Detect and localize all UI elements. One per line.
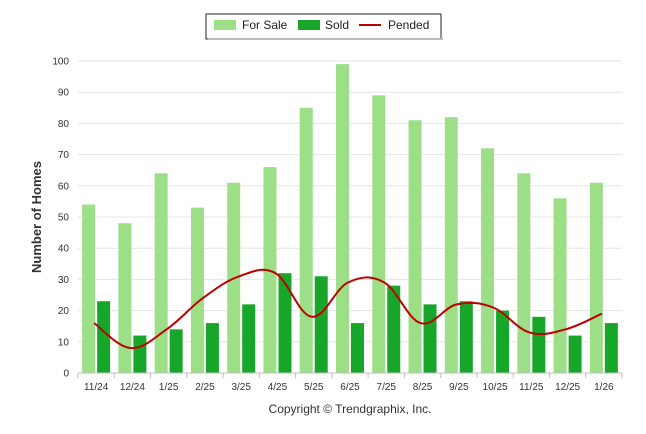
bar-for-sale — [589, 182, 603, 373]
y-tick-label: 60 — [58, 181, 70, 192]
legend: For Sale Sold Pended — [205, 13, 443, 40]
x-tick-label: 8/25 — [413, 382, 433, 393]
bar-for-sale — [553, 198, 567, 373]
x-tick-label: 1/25 — [159, 382, 179, 393]
x-tick-label: 10/25 — [483, 382, 508, 393]
bar-sold — [423, 304, 437, 373]
legend-label-sold: Sold — [325, 18, 349, 32]
bars — [82, 64, 618, 374]
bar-sold — [532, 316, 546, 373]
bar-sold — [169, 329, 183, 373]
legend-label-for-sale: For Sale — [242, 18, 288, 32]
bar-sold — [314, 276, 328, 373]
y-tick-label: 100 — [52, 57, 69, 68]
x-tick-label: 6/25 — [340, 382, 360, 393]
bar-for-sale — [336, 64, 349, 374]
y-tick-label: 40 — [58, 244, 70, 255]
bar-for-sale — [154, 173, 168, 373]
x-axis-ticks: 11/24 12/24 1/25 2/25 3/25 4/25 5/25 6/25 7/25 8/… — [77, 373, 623, 393]
y-tick-label: 80 — [58, 119, 70, 130]
x-tick-label: 1/26 — [594, 382, 614, 393]
x-tick-label: 9/25 — [449, 382, 469, 393]
x-tick-label: 11/24 — [84, 382, 109, 393]
x-tick-label: 5/25 — [304, 382, 324, 393]
bar-sold — [205, 323, 219, 373]
y-tick-label: 20 — [58, 306, 70, 317]
x-tick-label: 2/25 — [195, 382, 215, 393]
y-tick-label: 70 — [58, 150, 70, 161]
x-tick-label: 3/25 — [231, 382, 251, 393]
bar-for-sale — [82, 204, 96, 373]
bar-sold — [387, 285, 401, 373]
y-axis-ticks: 0 10 20 30 40 50 60 70 80 90 100 — [52, 57, 69, 380]
x-tick-label: 7/25 — [377, 382, 397, 393]
y-tick-label: 30 — [58, 275, 70, 286]
bar-sold — [459, 301, 473, 373]
bar-sold — [604, 323, 618, 373]
pended-line-group — [93, 268, 603, 350]
x-tick-label: 4/25 — [268, 382, 288, 393]
legend-swatch-sold — [298, 20, 320, 30]
y-tick-label: 50 — [58, 213, 70, 224]
y-tick-label: 10 — [58, 337, 70, 348]
bar-for-sale — [299, 107, 313, 374]
x-tick-label: 11/25 — [519, 382, 544, 393]
bar-sold — [351, 323, 364, 373]
bar-sold — [133, 335, 147, 373]
copyright-credit: Copyright © Trendgraphix, Inc. — [269, 402, 432, 416]
x-tick-label: 12/24 — [120, 382, 145, 393]
bar-for-sale — [372, 95, 386, 373]
y-tick-label: 90 — [58, 88, 70, 99]
bar-sold — [242, 304, 256, 373]
bar-for-sale — [481, 148, 495, 373]
bar-sold — [97, 301, 111, 373]
bar-for-sale — [517, 173, 531, 373]
bar-sold — [496, 310, 510, 373]
y-axis-label: Number of Homes — [29, 161, 44, 273]
bar-sold — [568, 335, 582, 373]
bar-sold — [278, 273, 292, 373]
pended-line — [93, 268, 603, 350]
gridlines — [78, 60, 622, 343]
bar-for-sale — [444, 117, 458, 373]
bar-for-sale — [118, 223, 132, 373]
legend-swatch-for-sale — [214, 20, 236, 30]
bar-for-sale — [408, 120, 422, 373]
y-tick-label: 0 — [63, 369, 69, 380]
x-tick-label: 12/25 — [555, 382, 580, 393]
bar-for-sale — [190, 207, 204, 373]
legend-label-pended: Pended — [388, 18, 429, 32]
